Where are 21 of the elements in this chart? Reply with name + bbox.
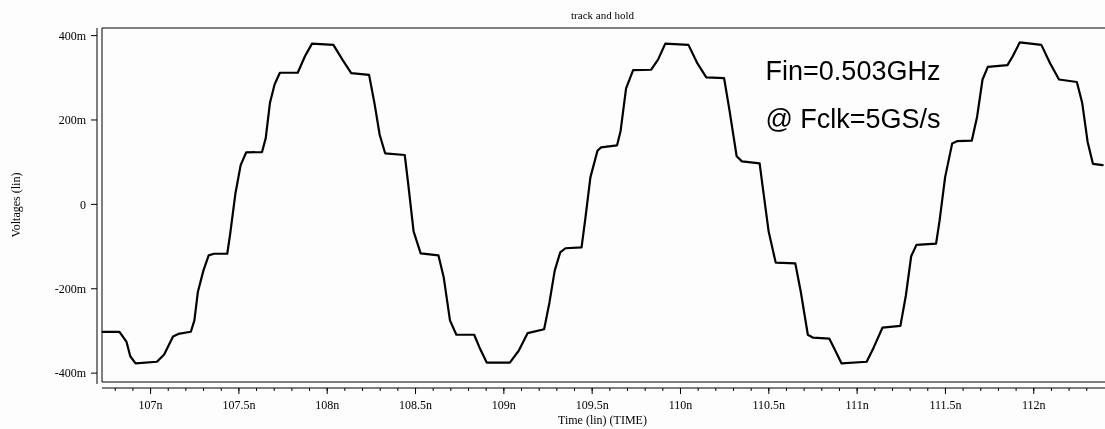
x-tick-label: 107.5n <box>222 398 256 412</box>
x-tick-label: 110n <box>668 398 693 412</box>
x-tick-label: 108.5n <box>399 398 433 412</box>
x-tick-label: 108n <box>315 398 340 412</box>
chart-title: track and hold <box>571 9 635 21</box>
x-axis-title: Time (lin) (TIME) <box>558 413 647 427</box>
y-tick-label: 0 <box>80 197 86 212</box>
y-tick-label: -200m <box>54 281 87 296</box>
annotation: @ Fclk=5GS/s <box>765 104 941 134</box>
x-tick-label: 111n <box>845 398 869 412</box>
x-tick-label: 111.5n <box>929 398 962 412</box>
annotation: Fin=0.503GHz <box>765 56 941 86</box>
x-tick-label: 109.5n <box>575 398 609 412</box>
y-tick-label: -400m <box>54 366 87 381</box>
x-tick-label: 110.5n <box>752 398 786 412</box>
y-tick-label: 200m <box>58 113 87 128</box>
y-axis-title: Voltages (lin) <box>9 172 23 238</box>
y-tick-label: 400m <box>58 28 87 43</box>
x-tick-label: 109n <box>491 398 516 412</box>
x-tick-label: 107n <box>138 398 163 412</box>
x-tick-label: 112n <box>1021 398 1046 412</box>
